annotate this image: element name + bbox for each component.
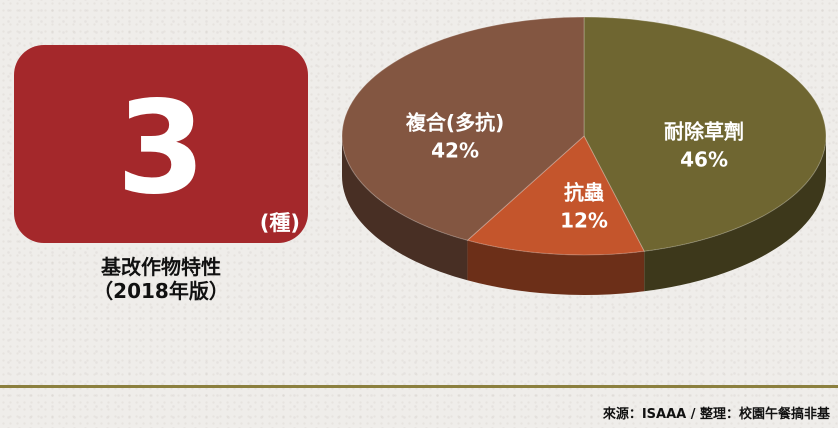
caption-title: 基改作物特性 <box>101 255 221 279</box>
pie-sides <box>342 136 826 295</box>
pie-slice-side-1 <box>644 136 826 292</box>
divider <box>0 385 838 388</box>
count-card: 3 (種) <box>14 45 308 243</box>
source-note: 來源：ISAAA / 整理：校園午餐搞非基 <box>602 407 830 422</box>
pie-slice-1 <box>583 16 827 252</box>
count-unit: (種) <box>259 211 300 235</box>
pie-slice-label-2: 抗蟲 <box>564 180 604 204</box>
pie-chart: 耐除草劑 46% 抗蟲 12% 複合(多抗) 42% <box>341 16 827 295</box>
pie-tops <box>341 16 827 256</box>
pie-slice-value-2: 12% <box>560 208 608 232</box>
pie-slice-side-3 <box>342 136 468 281</box>
caption: 基改作物特性 （2018年版） <box>14 255 308 303</box>
caption-edition: （2018年版） <box>93 279 229 303</box>
pie-slice-3 <box>341 16 585 241</box>
pie-slice-side-2 <box>467 240 645 295</box>
pie-labels: 耐除草劑 46% 抗蟲 12% 複合(多抗) 42% <box>406 111 744 233</box>
pie-slice-label-1: 耐除草劑 <box>664 119 744 143</box>
pie-slice-value-3: 42% <box>431 139 479 163</box>
pie-slice-2 <box>466 135 645 256</box>
pie-slice-value-1: 46% <box>680 147 728 171</box>
pie-slice-label-3: 複合(多抗) <box>406 111 504 135</box>
count-number: 3 <box>116 74 206 223</box>
